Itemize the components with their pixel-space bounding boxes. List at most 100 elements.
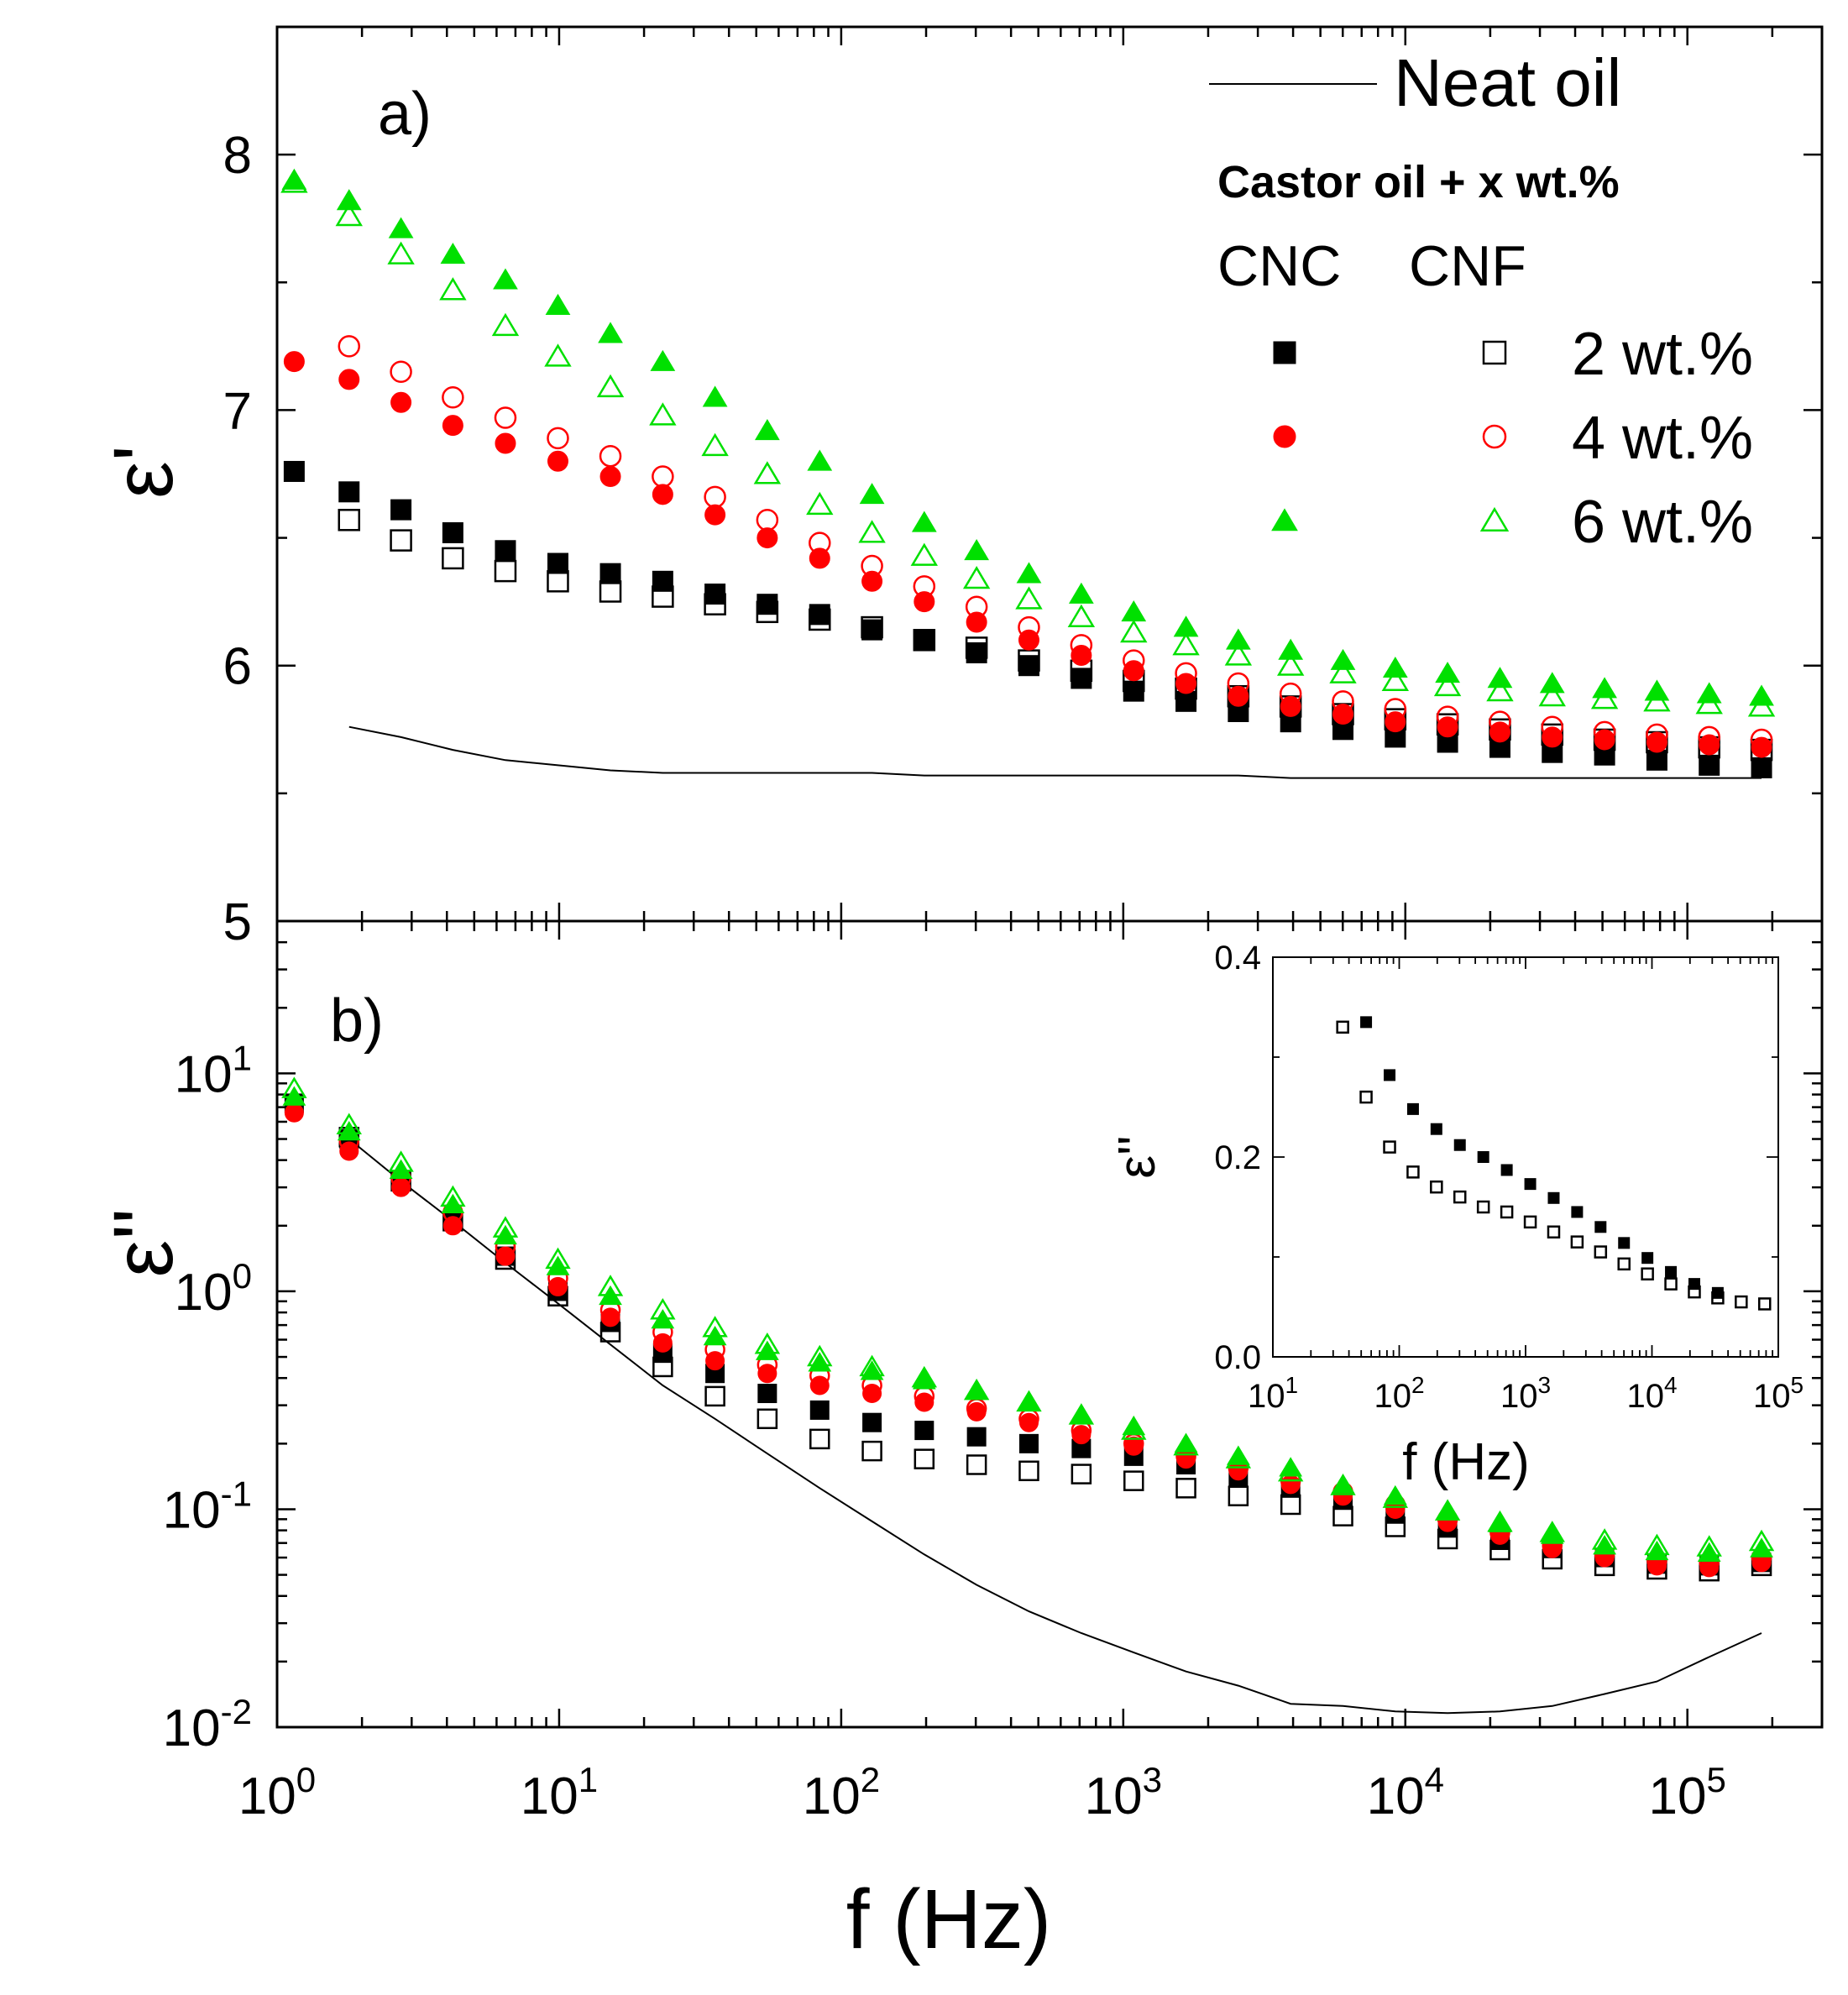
y-tick-label-b: 10-1 <box>163 1474 252 1539</box>
inset-data-point <box>1476 1200 1490 1214</box>
data-point-a <box>338 369 360 390</box>
data-point-b <box>965 1380 989 1400</box>
data-point-b <box>754 1332 781 1354</box>
data-point-a <box>493 268 518 290</box>
data-point-a <box>1646 723 1668 746</box>
data-point-b <box>809 1400 830 1420</box>
data-point-a <box>1224 642 1253 666</box>
data-point-a <box>809 604 830 626</box>
data-point-a <box>962 566 991 589</box>
data-point-a <box>1751 757 1772 778</box>
legend-marker-cnc <box>1273 341 1296 364</box>
legend-marker-cnf <box>1479 506 1510 531</box>
data-point-b <box>757 1384 777 1404</box>
inset-data-point <box>1524 1178 1537 1191</box>
data-point-a <box>1018 655 1039 677</box>
data-point-b <box>1017 1391 1041 1411</box>
panel-label-a: a) <box>378 81 432 148</box>
data-point-a <box>495 432 516 454</box>
data-point-a <box>599 580 622 603</box>
data-point-b <box>1225 1447 1252 1469</box>
legend-title: Castor oil + x wt.% <box>1217 157 1620 207</box>
data-point-a <box>1486 678 1514 702</box>
data-point-a <box>1279 682 1302 705</box>
inset-data-point <box>1617 1257 1631 1271</box>
data-point-a <box>913 629 936 652</box>
data-point-b <box>1280 1494 1301 1516</box>
data-point-a <box>442 415 463 437</box>
data-point-b <box>1382 1486 1409 1508</box>
data-point-a <box>965 636 988 659</box>
data-point-a <box>1225 628 1251 650</box>
plot-area-b <box>281 1076 1775 1715</box>
x-tick-label: 105 <box>1649 1760 1726 1825</box>
data-point-a <box>1436 705 1459 728</box>
data-point-a <box>756 600 779 624</box>
data-point-a <box>491 312 520 337</box>
inset-data-point <box>1430 1123 1442 1135</box>
data-point-a <box>599 466 621 488</box>
data-point-a <box>702 385 728 407</box>
data-point-b <box>1071 1464 1092 1484</box>
data-point-b <box>650 1297 676 1320</box>
x-tick-label: 102 <box>803 1760 880 1825</box>
y-axis-label-b: ε'' <box>97 1208 191 1278</box>
y-tick-label-a: 8 <box>223 127 252 185</box>
data-point-a <box>547 450 568 472</box>
y-tick-label-b: 100 <box>175 1256 252 1322</box>
data-point-b <box>1488 1512 1512 1532</box>
data-point-a <box>1487 667 1513 689</box>
data-point-a <box>652 465 674 488</box>
data-point-b <box>1434 1499 1461 1521</box>
inset-data-point <box>1360 1016 1373 1029</box>
data-point-a <box>965 595 988 618</box>
data-point-a <box>1699 734 1720 756</box>
data-point-b <box>862 1412 882 1432</box>
data-point-a <box>442 521 463 543</box>
x-tick-label: 103 <box>1085 1760 1162 1825</box>
data-point-b <box>1173 1433 1199 1456</box>
legend-label-2wt: 2 wt.% <box>1572 321 1753 388</box>
inset-data-point <box>1500 1164 1513 1176</box>
data-point-a <box>704 504 726 526</box>
data-point-a <box>1382 656 1408 678</box>
data-point-b <box>546 1255 570 1275</box>
inset-data-point <box>1641 1252 1654 1265</box>
data-point-a <box>390 360 412 384</box>
data-point-a <box>649 402 677 426</box>
data-point-a <box>1646 731 1667 753</box>
data-point-b <box>441 1193 465 1214</box>
data-point-a <box>390 499 412 521</box>
data-point-b <box>1750 1537 1773 1558</box>
data-point-a <box>1175 690 1197 712</box>
data-point-a <box>806 491 834 516</box>
panel-label-b: b) <box>330 987 384 1055</box>
neat-oil-line-a <box>348 725 1762 779</box>
inset-data-point <box>1618 1237 1631 1249</box>
data-point-a <box>442 385 464 409</box>
data-point-a <box>1329 660 1357 683</box>
inset-y-axis-label: ε'' <box>1108 1135 1166 1178</box>
data-point-b <box>492 1216 519 1238</box>
data-point-a <box>914 629 935 651</box>
legend-marker-cnc <box>1271 508 1298 531</box>
data-point-a <box>861 554 883 578</box>
data-point-b <box>336 1113 362 1134</box>
inset-data-point <box>1477 1151 1489 1163</box>
data-point-b <box>1332 1505 1353 1526</box>
data-point-a <box>861 615 883 639</box>
inset-data-point <box>1594 1221 1607 1233</box>
data-point-b <box>756 1408 778 1430</box>
inset-x-tick-label: 104 <box>1626 1372 1677 1415</box>
data-point-a <box>1698 725 1720 749</box>
data-point-b <box>1383 1484 1407 1505</box>
data-point-a <box>1643 689 1671 712</box>
data-point-b <box>652 1333 673 1353</box>
inset-data-point <box>1383 1140 1396 1154</box>
data-point-a <box>1227 672 1250 695</box>
data-point-a <box>390 391 412 413</box>
inset-data-point <box>1500 1205 1514 1219</box>
data-point-b <box>702 1316 728 1338</box>
data-point-a <box>910 542 939 566</box>
inset-y-tick-label: 0.4 <box>1214 940 1261 977</box>
